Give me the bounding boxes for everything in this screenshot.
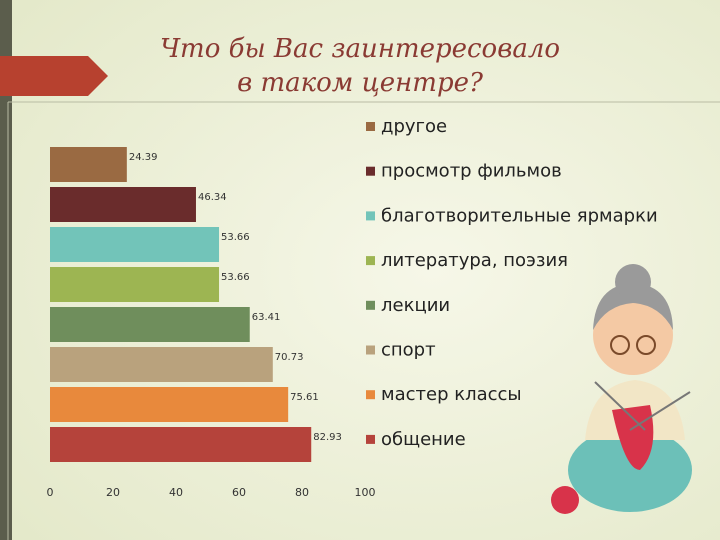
data-label: 82.93 <box>313 432 342 443</box>
bar <box>50 267 220 302</box>
x-tick-label: 100 <box>355 486 376 499</box>
legend-label: спорт <box>381 340 436 361</box>
bar <box>50 187 196 222</box>
yarn-ball <box>551 486 579 514</box>
legend-label: литература, поэзия <box>381 250 568 271</box>
bar <box>50 347 273 382</box>
bun <box>615 264 651 300</box>
data-label: 46.34 <box>198 192 227 203</box>
side-strip <box>0 0 12 540</box>
bar <box>50 307 250 342</box>
face <box>593 295 673 375</box>
data-label: 53.66 <box>221 272 250 283</box>
x-tick-label: 80 <box>295 486 309 499</box>
x-tick-label: 20 <box>106 486 120 499</box>
legend-label: лекции <box>381 295 450 316</box>
data-label: 63.41 <box>252 312 281 323</box>
data-label: 53.66 <box>221 232 250 243</box>
legend-label: мастер классы <box>381 384 522 405</box>
chart-title: в таком центре? <box>237 68 484 98</box>
arrow-decoration <box>0 56 108 96</box>
data-label: 24.39 <box>129 152 158 163</box>
needle <box>629 391 691 431</box>
legend-label: просмотр фильмов <box>381 161 562 182</box>
legend-swatch <box>366 166 375 176</box>
hair <box>593 283 673 330</box>
legend-label: другое <box>381 116 447 137</box>
bar <box>50 227 220 262</box>
legend-label: благотворительные ярмарки <box>381 205 658 226</box>
bar <box>50 427 312 462</box>
bar <box>50 387 289 422</box>
legend-swatch <box>366 211 375 221</box>
illustration <box>551 264 692 514</box>
bar <box>50 147 127 182</box>
x-tick-label: 0 <box>47 486 54 499</box>
legend-swatch <box>366 345 375 355</box>
data-label: 75.61 <box>290 392 319 403</box>
legend-label: общение <box>381 429 466 450</box>
chart-title: Что бы Вас заинтересовало <box>160 34 560 64</box>
legend-swatch <box>366 256 375 266</box>
x-tick-label: 60 <box>232 486 246 499</box>
legend-swatch <box>366 434 375 444</box>
legend-swatch <box>366 300 375 310</box>
needle <box>594 381 646 431</box>
data-label: 70.73 <box>275 352 304 363</box>
glasses <box>636 335 656 355</box>
x-tick-label: 40 <box>169 486 183 499</box>
glasses <box>610 335 630 355</box>
legend-swatch <box>366 122 375 131</box>
legend-swatch <box>366 390 375 400</box>
skirt <box>568 428 692 512</box>
